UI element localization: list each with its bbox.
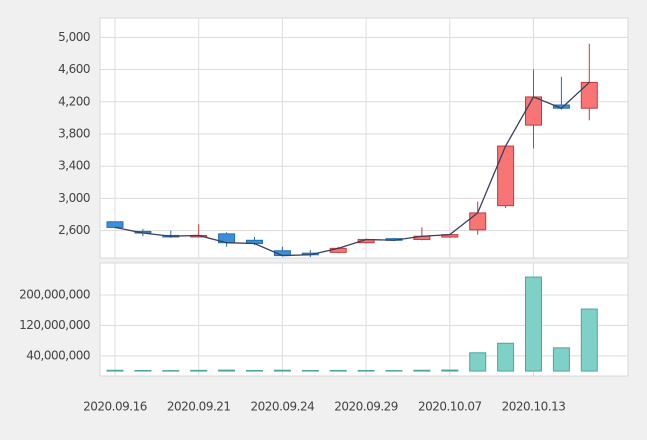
candle-body bbox=[469, 212, 487, 231]
candle-body bbox=[497, 145, 515, 207]
x-tick-label: 2020.10.13 bbox=[502, 400, 566, 414]
volume-bar bbox=[441, 369, 459, 372]
volume-tick-label: 40,000,000 bbox=[26, 348, 90, 362]
y-tick-label: 5,000 bbox=[58, 30, 90, 44]
volume-bar bbox=[329, 369, 347, 372]
y-tick-label: 3,000 bbox=[58, 191, 90, 205]
volume-bar bbox=[134, 369, 152, 372]
volume-bar bbox=[580, 308, 598, 372]
volume-bar bbox=[162, 370, 180, 372]
volume-bar bbox=[469, 352, 487, 372]
y-tick-label: 3,400 bbox=[58, 159, 90, 173]
volume-tick-label: 200,000,000 bbox=[19, 287, 90, 301]
volume-bar bbox=[246, 369, 263, 372]
candle-body bbox=[106, 221, 124, 228]
close-line bbox=[114, 81, 590, 257]
volume-bar bbox=[301, 370, 319, 372]
volume-bar bbox=[413, 369, 431, 372]
price-panel bbox=[99, 17, 629, 259]
y-tick-label: 4,200 bbox=[58, 94, 90, 108]
volume-bar bbox=[218, 369, 236, 372]
volume-tick-label: 120,000,000 bbox=[19, 318, 90, 332]
volume-bar bbox=[525, 276, 542, 372]
x-tick-label: 2020.10.07 bbox=[418, 400, 482, 414]
y-tick-label: 2,600 bbox=[58, 223, 90, 237]
candle-body bbox=[525, 96, 542, 126]
x-tick-label: 2020.09.24 bbox=[251, 400, 315, 414]
volume-bar bbox=[497, 342, 515, 372]
volume-bar bbox=[106, 369, 124, 372]
y-tick-label: 4,600 bbox=[58, 62, 90, 76]
volume-bar bbox=[385, 370, 403, 372]
y-tick-label: 3,800 bbox=[58, 126, 90, 140]
x-tick-label: 2020.09.16 bbox=[83, 400, 147, 414]
volume-bar bbox=[190, 369, 208, 372]
x-tick-label: 2020.09.29 bbox=[334, 400, 398, 414]
x-tick-label: 2020.09.21 bbox=[167, 400, 231, 414]
candle-body bbox=[580, 81, 598, 109]
volume-bar bbox=[357, 369, 375, 372]
volume-bar bbox=[273, 369, 291, 372]
volume-bar bbox=[552, 347, 570, 372]
volume-panel bbox=[99, 262, 629, 377]
